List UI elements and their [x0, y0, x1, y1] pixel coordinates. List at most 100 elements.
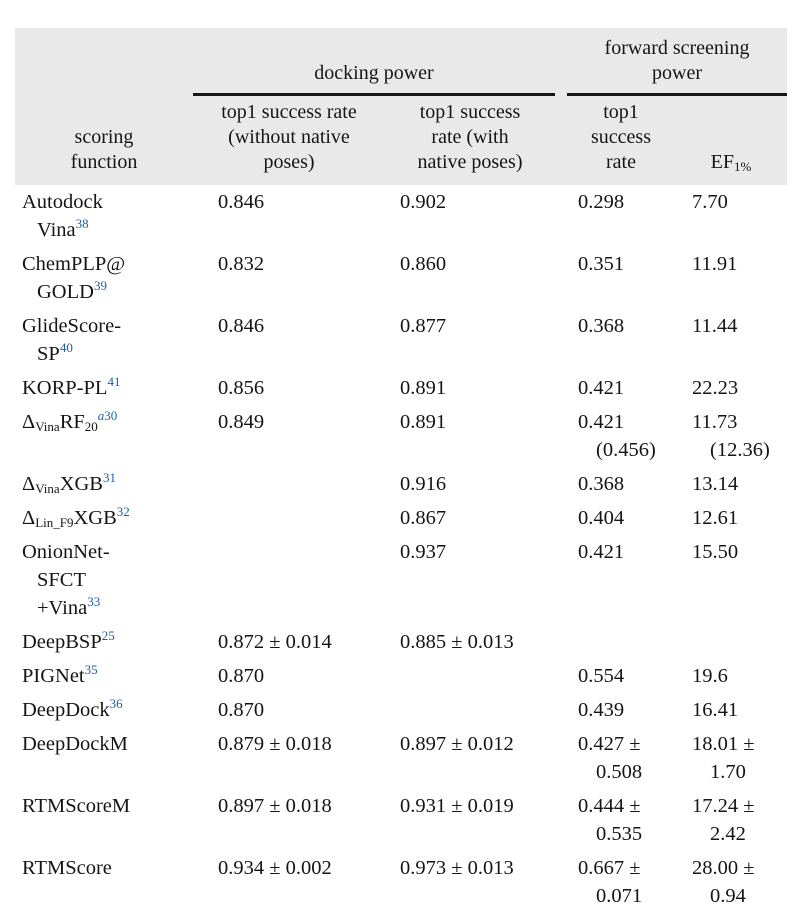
cell-top1-success-rate: 0.368 [578, 315, 625, 337]
column-header-row: scoring function top1 success rate (withou… [15, 94, 788, 185]
cell-scoring-function: ΔVinaRF20a30 [22, 408, 118, 434]
cell-ef-1pct: 17.24 ±2.42 [692, 795, 755, 845]
subscript: 1% [734, 159, 752, 174]
cell-top1-without-native: 0.846 [218, 191, 265, 213]
superscript: 36 [110, 696, 123, 711]
table-row: ΔVinaRF20a30 0.849 0.891 0.421 (0.456) 11… [15, 405, 787, 467]
header-group-forward-screening-power: forward screening power [567, 28, 788, 96]
cell-ef-1pct: 16.41 [692, 699, 739, 721]
cell-top1-without-native: 0.872 ± 0.014 [218, 631, 332, 653]
superscript: a30 [98, 408, 118, 423]
citation-ref[interactable]: 33 [87, 594, 101, 609]
table-row: DeepBSP25 0.872 ± 0.014 0.885 ± 0.013 [15, 625, 787, 659]
superscript: 33 [87, 594, 100, 609]
cell-gap [555, 309, 567, 371]
cell-ef-1pct: 22.23 [692, 377, 739, 399]
cell-top1-success-rate: 0.421 (0.456) [578, 411, 656, 461]
cell-gap [555, 693, 567, 727]
citation-ref[interactable]: 32 [116, 504, 130, 519]
cell-ef-1pct: 15.50 [692, 541, 739, 563]
table-row: PIGNet35 0.870 0.554 19.6 [15, 659, 787, 693]
citation-ref[interactable]: 39 [93, 278, 107, 293]
table-row: KORP-PL41 0.856 0.891 0.421 22.23 [15, 371, 787, 405]
cell-scoring-function: DeepDockM [22, 733, 128, 755]
cell-gap [555, 659, 567, 693]
cell-scoring-function: DeepDock36 [22, 696, 123, 721]
cell-top1-success-rate: 0.554 [578, 665, 625, 687]
cell-top1-success-rate: 0.427 ±0.508 [578, 733, 643, 783]
subscript: Vina [35, 419, 60, 434]
header-top1-success-rate: top1 success rate [567, 94, 676, 185]
citation-ref[interactable]: 31 [102, 470, 116, 485]
citation-ref[interactable]: 35 [84, 662, 98, 677]
cell-scoring-function: ChemPLP@ GOLD39 [22, 253, 126, 303]
cell-ef-1pct: 13.14 [692, 473, 739, 495]
citation-ref[interactable]: 38 [75, 216, 89, 231]
cell-gap [555, 535, 567, 625]
subscript: Vina [35, 481, 60, 496]
cell-gap [555, 467, 567, 501]
table-row: DeepDock36 0.870 0.439 16.41 [15, 693, 787, 727]
superscript: 39 [94, 278, 107, 293]
citation-ref[interactable]: 40 [59, 340, 73, 355]
header-spacer [15, 28, 193, 95]
cell-top1-with-native: 0.931 ± 0.019 [400, 795, 514, 817]
cell-ef-1pct: 19.6 [692, 665, 728, 687]
superscript: 31 [103, 470, 116, 485]
superscript: 25 [102, 628, 115, 643]
cell-top1-without-native: 0.897 ± 0.018 [218, 795, 332, 817]
subscript: Lin_F9 [35, 515, 74, 530]
cell-top1-success-rate: 0.421 [578, 541, 625, 563]
cell-gap [555, 371, 567, 405]
cell-ef-1pct: 11.73 (12.36) [692, 411, 770, 461]
cell-scoring-function: Autodock Vina38 [22, 191, 103, 241]
table-row: OnionNet- SFCT +Vina33 0.937 0.421 15.50 [15, 535, 787, 625]
table-row: GlideScore- SP40 0.846 0.877 0.368 11.44 [15, 309, 787, 371]
cell-ef-1pct: 28.00 ±0.94 [692, 857, 755, 906]
cell-gap [555, 789, 567, 851]
cell-top1-with-native: 0.897 ± 0.012 [400, 733, 514, 755]
cell-top1-success-rate: 0.444 ±0.535 [578, 795, 643, 845]
cell-ef-1pct: 11.44 [692, 315, 738, 337]
citation-ref[interactable]: 36 [109, 696, 123, 711]
header-gap [555, 94, 568, 185]
cell-scoring-function: ΔVinaXGB31 [22, 470, 116, 496]
superscript: 40 [60, 340, 73, 355]
cell-top1-with-native: 0.937 [400, 541, 447, 563]
cell-top1-success-rate [567, 625, 675, 659]
citation-ref[interactable]: 41 [107, 374, 121, 389]
scoring-function-table: docking power forward screening power sco… [15, 28, 788, 906]
cell-top1-success-rate: 0.421 [578, 377, 625, 399]
cell-top1-without-native: 0.879 ± 0.018 [218, 733, 332, 755]
table-row: ΔLin_F9XGB32 0.867 0.404 12.61 [15, 501, 787, 535]
cell-scoring-function: KORP-PL41 [22, 374, 121, 399]
citation-ref[interactable]: 25 [101, 628, 115, 643]
cell-top1-success-rate: 0.298 [578, 191, 625, 213]
superscript: 35 [85, 662, 98, 677]
cell-gap [555, 185, 567, 247]
cell-top1-without-native [193, 467, 385, 501]
cell-ef-1pct: 12.61 [692, 507, 739, 529]
superscript: 38 [76, 216, 89, 231]
header-gap [555, 28, 568, 95]
group-header-row: docking power forward screening power [15, 28, 788, 96]
cell-top1-without-native: 0.832 [218, 253, 265, 275]
cell-gap [555, 247, 567, 309]
cell-top1-without-native [193, 501, 385, 535]
cell-scoring-function: RTMScoreM [22, 795, 131, 817]
table-header: docking power forward screening power sco… [15, 28, 788, 185]
cell-top1-success-rate: 0.404 [578, 507, 625, 529]
header-top1-with-native: top1 success rate (with native poses) [385, 94, 556, 185]
cell-top1-success-rate: 0.667 ±0.071 [578, 857, 643, 906]
cell-scoring-function: DeepBSP25 [22, 628, 115, 653]
table-row: RTMScoreM 0.897 ± 0.018 0.931 ± 0.019 0.… [15, 789, 787, 851]
cell-gap [555, 727, 567, 789]
cell-scoring-function: GlideScore- SP40 [22, 315, 122, 365]
cell-ef-1pct: 7.70 [692, 191, 728, 213]
superscript: 41 [107, 374, 120, 389]
cell-top1-without-native [193, 535, 385, 625]
cell-scoring-function: RTMScore [22, 857, 112, 879]
cell-ef-1pct: 11.91 [692, 253, 738, 275]
citation-ref[interactable]: a30 [97, 408, 118, 423]
cell-top1-with-native: 0.891 [400, 377, 447, 399]
